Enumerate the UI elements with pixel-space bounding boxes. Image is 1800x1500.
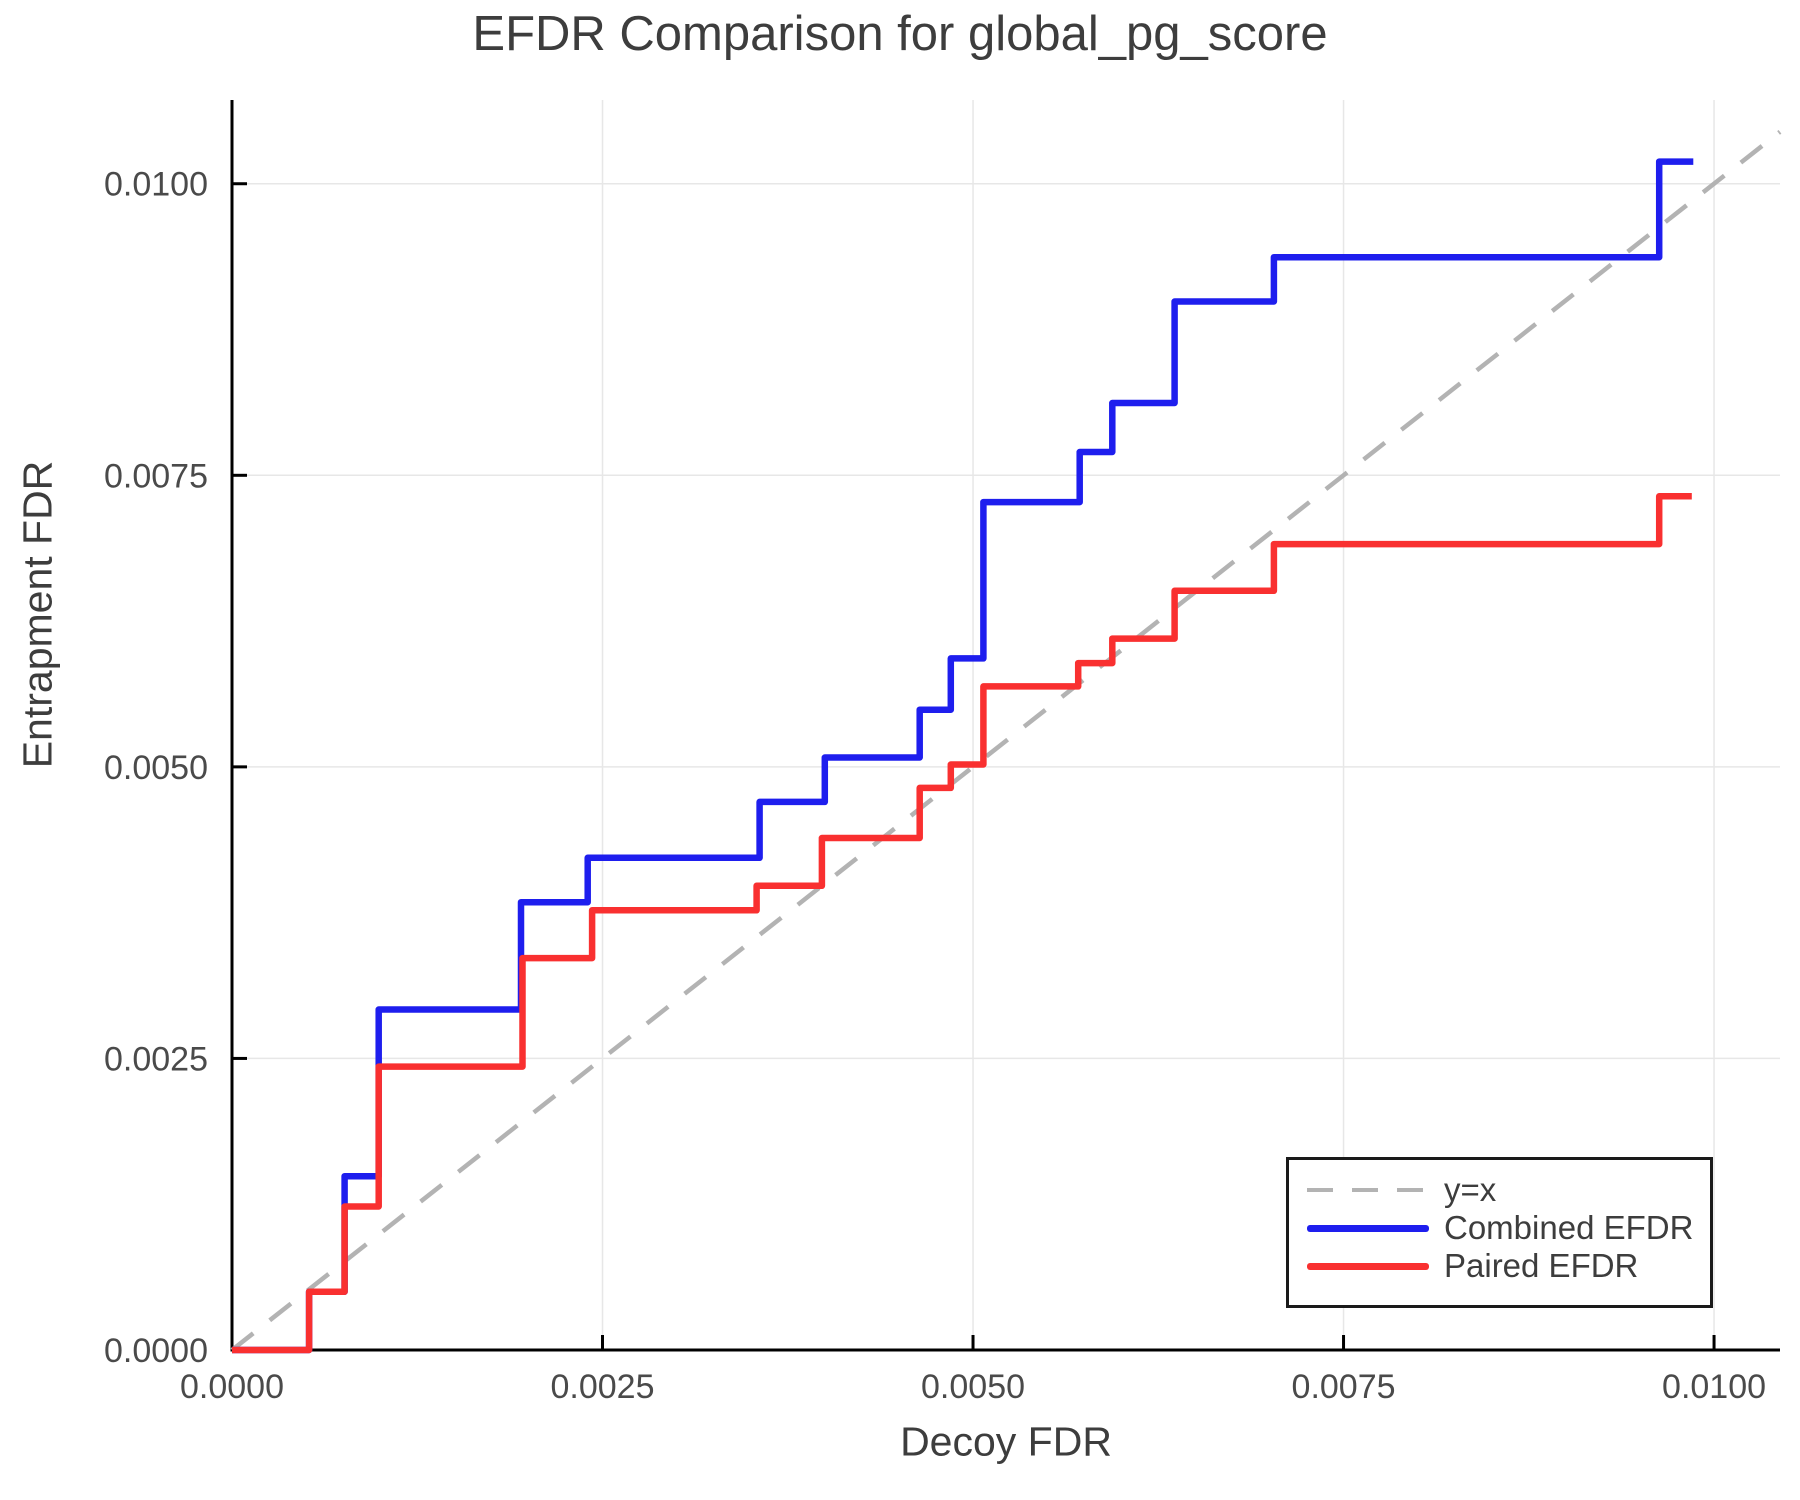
identity-line-sample [1307, 1188, 1429, 1192]
legend-entry-identity: y=x [1307, 1171, 1710, 1209]
paired-line-sample [1307, 1262, 1429, 1270]
x-tick-label: 0.0025 [551, 1368, 655, 1406]
y-tick-label: 0.0075 [104, 457, 208, 495]
legend-entry-combined: Combined EFDR [1307, 1209, 1710, 1247]
x-axis-label: Decoy FDR [900, 1418, 1112, 1465]
series-paired-efdr [232, 493, 1692, 1354]
legend-entry-paired: Paired EFDR [1307, 1247, 1710, 1285]
y-tick-label: 0.0100 [104, 166, 208, 204]
x-tick-label: 0.0000 [180, 1368, 284, 1406]
y-tick-label: 0.0025 [104, 1040, 208, 1078]
legend-label-combined: Combined EFDR [1444, 1209, 1694, 1246]
x-tick-label: 0.0050 [921, 1368, 1025, 1406]
series-y-x [230, 130, 1782, 1352]
x-tick-label: 0.0075 [1292, 1368, 1396, 1406]
chart-title: EFDR Comparison for global_pg_score [472, 7, 1328, 61]
x-tick-label: 0.0100 [1662, 1368, 1766, 1406]
legend: y=x Combined EFDR Paired EFDR [1286, 1157, 1713, 1308]
y-tick-label: 0.0050 [104, 749, 208, 787]
y-tick-label: 0.0000 [104, 1332, 208, 1370]
legend-label-paired: Paired EFDR [1444, 1247, 1639, 1284]
legend-label-identity: y=x [1444, 1171, 1497, 1208]
combined-line-sample [1307, 1224, 1429, 1232]
